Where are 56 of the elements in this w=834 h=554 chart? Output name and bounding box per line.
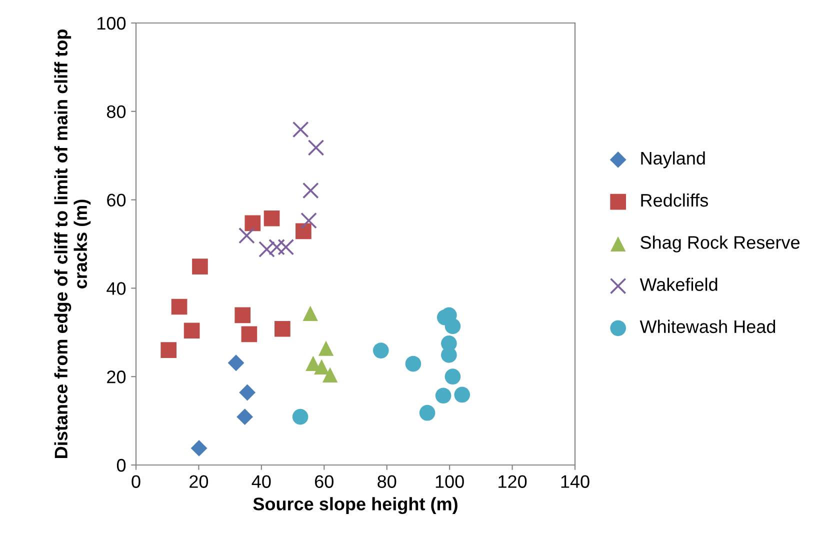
point [236, 408, 254, 426]
x-tick-label: 120 [498, 475, 527, 488]
point [244, 215, 261, 232]
legend-label: Whitewash Head [640, 320, 776, 334]
y-tick-label: 60 [107, 194, 126, 207]
point [322, 367, 338, 382]
point [268, 238, 285, 256]
x-axis-title: Source slope height (m) [253, 497, 458, 514]
point [318, 340, 334, 356]
point [435, 388, 452, 404]
point [292, 121, 309, 138]
point [258, 241, 275, 258]
point [302, 306, 318, 321]
point [292, 408, 308, 425]
point [372, 342, 389, 358]
legend-label: Wakefield [640, 278, 718, 291]
legend-label: Nayland [641, 151, 705, 168]
x-tick-label: 20 [190, 475, 208, 488]
point [184, 322, 200, 339]
legend-label: Redcliffs [641, 193, 708, 207]
x-tick-label: 60 [315, 475, 334, 488]
point [192, 258, 208, 274]
point [296, 223, 312, 240]
x-tick-label: 40 [252, 475, 271, 488]
point [190, 440, 208, 456]
point [228, 354, 244, 372]
x-tick-label: 80 [378, 475, 396, 488]
point [314, 359, 330, 374]
point [441, 347, 457, 363]
x-tick-label: 140 [561, 475, 590, 488]
point [454, 386, 470, 403]
y-tick-label: 20 [107, 370, 126, 384]
point [234, 307, 251, 324]
point [419, 404, 436, 421]
y-tick-label: 40 [106, 282, 126, 295]
point [444, 368, 461, 385]
legend-label: Shag Rock Reserve [640, 236, 800, 252]
point [405, 356, 422, 372]
point [444, 318, 461, 334]
point [264, 210, 280, 226]
x-tick-label: 0 [132, 475, 140, 488]
point [278, 238, 294, 256]
point [300, 212, 317, 229]
point [239, 384, 256, 401]
point [302, 182, 319, 199]
point [308, 139, 324, 156]
point [171, 298, 188, 315]
point [160, 342, 177, 358]
point [241, 326, 258, 342]
y-tick-label: 80 [106, 105, 126, 118]
x-tick-label: 100 [436, 475, 464, 488]
point [238, 227, 255, 244]
point [274, 320, 290, 337]
y-axis-title: Distance from edge of cliff to limit of main cliff top cracks (m) [54, 30, 91, 458]
y-tick-label: 100 [98, 16, 126, 30]
y-tick-label: 0 [116, 458, 126, 472]
